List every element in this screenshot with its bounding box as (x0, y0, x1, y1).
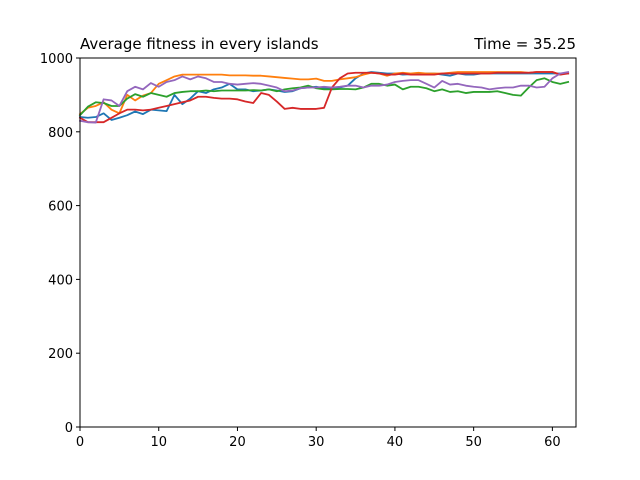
x-tick-label: 60 (544, 435, 561, 450)
x-tick-label: 50 (465, 435, 482, 450)
x-tick-label: 20 (229, 435, 246, 450)
y-tick-label: 200 (48, 347, 73, 362)
plot-frame (79, 57, 577, 428)
series-line-3 (78, 77, 570, 117)
series-group (78, 70, 570, 124)
series-line-5 (78, 70, 570, 124)
time-label: Time = 35.25 (473, 35, 576, 53)
series-line-1 (79, 71, 570, 121)
x-tick-label: 0 (76, 435, 84, 450)
series-line-4 (78, 71, 570, 124)
chart-title: Average fitness in every islands (80, 35, 319, 53)
x-tick-label: 10 (150, 435, 167, 450)
y-tick-label: 0 (65, 421, 73, 436)
y-tick-label: 400 (48, 273, 73, 288)
x-tick-label: 40 (387, 435, 404, 450)
y-tick-label: 1000 (40, 52, 73, 67)
x-tick-label: 30 (308, 435, 325, 450)
y-tick-label: 800 (48, 126, 73, 141)
y-tick-label: 600 (48, 200, 73, 215)
series-line-2 (78, 71, 570, 116)
